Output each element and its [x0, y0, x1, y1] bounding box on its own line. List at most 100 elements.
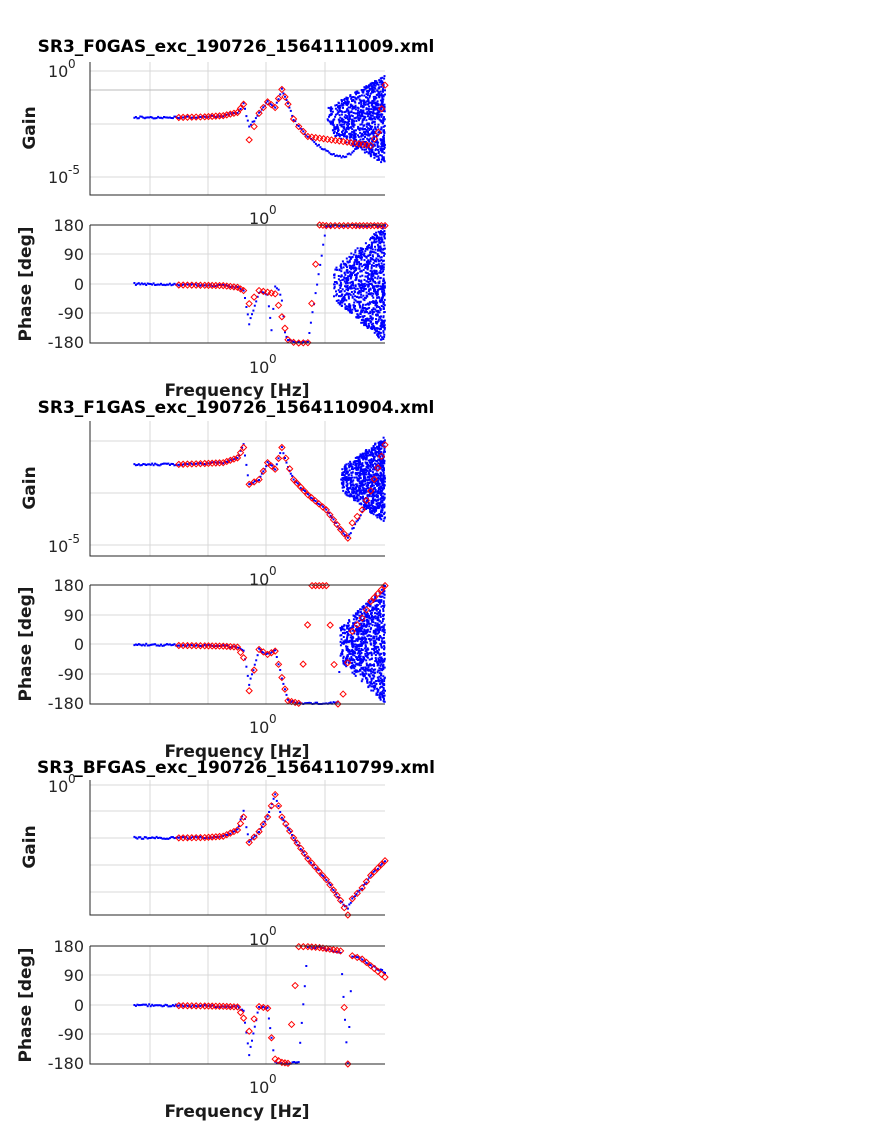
data-point — [377, 629, 380, 632]
data-point — [345, 293, 348, 296]
data-point — [180, 464, 183, 467]
data-point — [340, 293, 343, 296]
data-point — [358, 458, 361, 461]
data-point — [383, 324, 386, 327]
data-point — [203, 463, 206, 465]
data-point — [363, 322, 366, 325]
data-point-marker — [255, 645, 263, 654]
data-point — [151, 116, 154, 119]
data-point — [369, 280, 372, 282]
data-point — [361, 492, 364, 495]
data-point — [374, 640, 377, 643]
data-point-marker — [259, 1003, 268, 1012]
data-point — [372, 236, 375, 239]
data-point — [349, 287, 352, 290]
data-point — [182, 836, 185, 839]
data-point — [360, 608, 363, 611]
data-point — [375, 155, 378, 158]
data-point — [345, 476, 348, 478]
data-point — [196, 116, 199, 119]
data-point — [373, 120, 376, 123]
data-point — [380, 271, 383, 274]
data-point-marker — [245, 838, 253, 847]
data-point — [356, 611, 359, 614]
data-point — [370, 685, 373, 688]
data-point — [351, 287, 353, 290]
data-point — [381, 293, 384, 296]
data-point — [379, 317, 382, 320]
data-point — [380, 305, 383, 307]
data-point — [379, 491, 382, 494]
data-point — [342, 625, 345, 628]
data-point — [346, 277, 349, 280]
data-point — [167, 1005, 170, 1008]
data-point — [368, 663, 371, 666]
data-point — [367, 669, 370, 672]
data-point — [374, 657, 377, 659]
data-point — [383, 631, 386, 634]
data-point — [152, 117, 155, 120]
data-point-marker — [271, 1055, 279, 1063]
data-point — [356, 630, 359, 633]
data-point — [297, 125, 300, 127]
data-point — [182, 644, 185, 647]
data-point — [368, 116, 371, 119]
data-point — [163, 1004, 165, 1007]
data-point — [349, 482, 352, 485]
data-point — [368, 476, 371, 479]
gain-axes-f1gas: 10 -5 Gain 10 0 — [20, 421, 389, 589]
data-point — [340, 267, 343, 270]
data-point — [355, 656, 358, 658]
data-point — [163, 644, 165, 647]
data-point — [336, 127, 339, 130]
data-point — [373, 138, 376, 140]
data-point — [383, 480, 386, 483]
data-point — [366, 130, 369, 133]
data-point — [168, 282, 171, 285]
data-point — [371, 492, 374, 495]
data-point — [359, 312, 362, 315]
data-point — [342, 155, 345, 158]
data-point — [363, 452, 366, 455]
data-point — [364, 116, 367, 119]
data-point — [383, 623, 386, 626]
data-point — [371, 311, 374, 314]
data-point — [383, 511, 386, 514]
data-point — [377, 158, 380, 161]
data-point — [383, 237, 386, 240]
data-point — [369, 604, 372, 607]
data-point — [349, 630, 352, 633]
data-point — [350, 122, 353, 125]
data-point — [345, 645, 348, 648]
data-point — [345, 299, 348, 302]
data-point — [382, 688, 385, 691]
data-point — [353, 622, 356, 625]
phase-ytick-label: 0 — [74, 996, 84, 1015]
data-point — [361, 128, 364, 131]
data-point — [354, 267, 357, 270]
data-point — [254, 117, 257, 120]
data-point — [366, 454, 369, 457]
data-point — [376, 632, 379, 635]
block-bfgas: SR3_BFGAS_exc_190726_1564110799.xml 10 0 … — [16, 758, 435, 1122]
data-point — [382, 83, 385, 86]
data-point — [383, 109, 386, 112]
data-point — [356, 112, 359, 115]
data-point — [351, 661, 354, 664]
data-point — [348, 649, 351, 652]
data-point — [370, 323, 373, 326]
data-point — [370, 461, 373, 464]
data-point — [362, 471, 365, 474]
data-point — [357, 627, 360, 629]
data-point — [365, 107, 368, 110]
data-point — [332, 129, 335, 132]
data-point — [258, 479, 261, 481]
data-point — [341, 483, 344, 486]
data-point — [376, 494, 379, 497]
data-point — [366, 272, 369, 275]
data-point — [379, 139, 382, 142]
data-point — [354, 499, 357, 502]
data-point — [380, 442, 383, 445]
data-point — [168, 464, 171, 466]
data-point — [357, 645, 360, 648]
